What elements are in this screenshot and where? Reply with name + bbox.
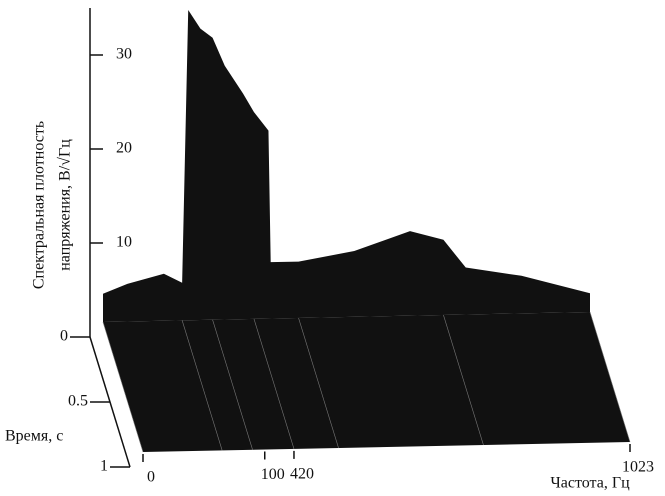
z-label-line: напряжения, В/√Гц	[57, 139, 74, 271]
z-tick-label: 20	[116, 140, 132, 157]
y-tick-label: 0	[60, 328, 68, 345]
y-tick-label: 0.5	[68, 393, 88, 410]
x-tick-label: 100	[261, 466, 285, 483]
surface-streak	[181, 320, 223, 451]
z-tick-label: 10	[116, 234, 132, 251]
x-axis-label: Частота, Гц	[550, 475, 630, 492]
surface-streak	[102, 321, 144, 453]
z-label-line: Спектральная плотность	[31, 121, 48, 289]
surface-streak	[443, 314, 484, 446]
y-tick-label: 1	[100, 458, 108, 475]
x-tick-label: 0	[147, 469, 155, 486]
surface-floor	[103, 312, 630, 452]
y-axis-label: Время, с	[5, 428, 63, 445]
x-tick-label: 420	[290, 466, 314, 483]
spectrum-envelope	[103, 10, 590, 323]
x-tick-label: 1023	[622, 459, 654, 476]
surface-streak	[589, 311, 631, 443]
surface-streak	[298, 317, 339, 449]
surface-streak	[253, 318, 295, 449]
z-tick-label: 30	[116, 46, 132, 63]
surface-streak	[212, 319, 253, 450]
z-axis-label: Спектральная плотность напряжения, В/√Гц	[31, 121, 74, 289]
